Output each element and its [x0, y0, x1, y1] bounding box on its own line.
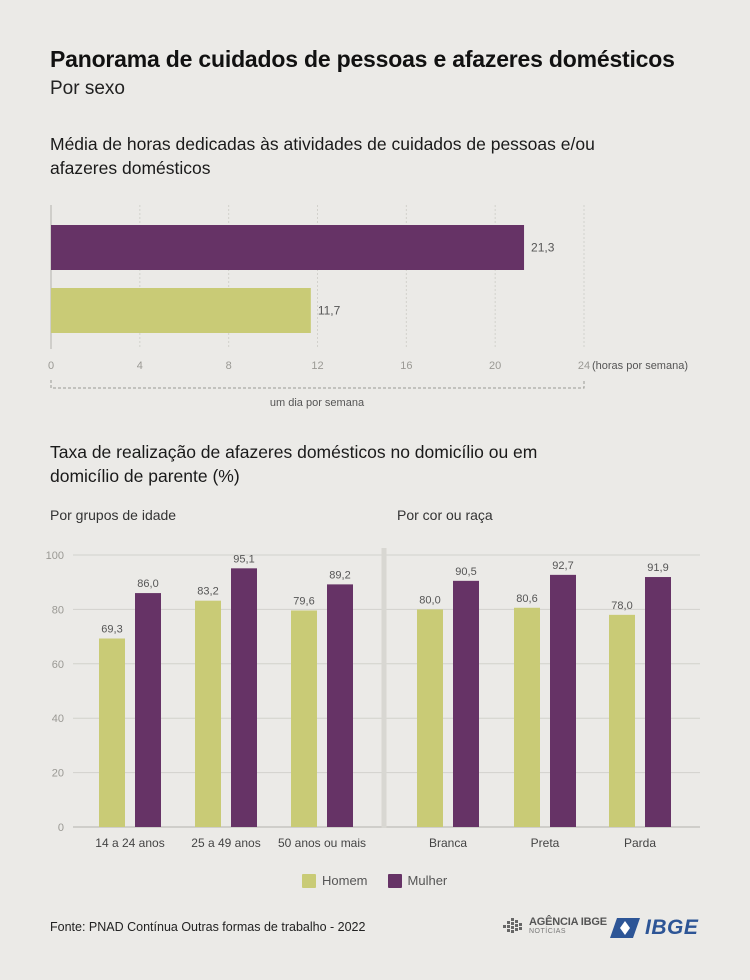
age-bar-value-label: 86,0 — [137, 578, 158, 590]
race-category-label: Branca — [429, 836, 467, 850]
legend-swatch-mulher — [387, 873, 402, 888]
age-bar-value-label: 69,3 — [101, 624, 122, 636]
ibge-logo-icon — [610, 918, 640, 938]
hours-x-unit-label: (horas por semana) — [592, 360, 688, 372]
race-panel-title: Por cor ou raça — [397, 507, 493, 523]
age-bar-mulher — [327, 584, 353, 827]
race-category-label: Parda — [624, 836, 656, 850]
legend: Homem Mulher — [302, 873, 467, 888]
hours-bar-mulher — [51, 225, 525, 270]
hours-bar-homem — [51, 288, 311, 333]
age-bar-homem — [195, 600, 221, 827]
age-bar-mulher — [231, 568, 257, 827]
race-bar-mulher — [453, 580, 479, 827]
race-bar-mulher — [645, 577, 671, 827]
agencia-ibge-logo: AGÊNCIA IBGE NOTÍCIAS — [503, 916, 607, 936]
hours-x-tick-label: 0 — [48, 360, 54, 372]
rate-y-tick-label: 20 — [52, 768, 64, 780]
race-bar-homem — [609, 614, 635, 827]
race-bar-mulher — [550, 574, 576, 827]
hours-bar-value-label: 21,3 — [531, 241, 555, 255]
hours-x-tick-label: 8 — [226, 360, 232, 372]
race-bar-value-label: 80,6 — [516, 593, 537, 605]
legend-label-mulher: Mulher — [407, 873, 448, 888]
agencia-logo-subtext: NOTÍCIAS — [529, 928, 567, 935]
race-bar-value-label: 80,0 — [419, 594, 440, 606]
ibge-logo-text: IBGE — [645, 916, 699, 939]
agencia-logo-icon — [503, 918, 522, 933]
age-bar-homem — [291, 610, 317, 827]
race-bar-homem — [417, 609, 443, 827]
hours-x-tick-label: 16 — [400, 360, 412, 372]
race-bar-value-label: 78,0 — [611, 600, 632, 612]
legend-item-homem: Homem — [302, 873, 368, 888]
one-day-annotation: um dia por semana — [270, 397, 365, 409]
age-bar-mulher — [135, 593, 161, 827]
rate-y-tick-label: 60 — [52, 659, 64, 671]
page-title: Panorama de cuidados de pessoas e afazer… — [50, 46, 675, 72]
age-bar-value-label: 83,2 — [197, 586, 218, 598]
rate-y-tick-label: 100 — [46, 550, 64, 562]
age-bar-value-label: 89,2 — [329, 569, 350, 581]
one-day-bracket — [50, 380, 585, 389]
age-category-label: 14 a 24 anos — [95, 836, 164, 850]
rate-y-tick-label: 0 — [58, 822, 64, 834]
hours-x-tick-label: 24 — [578, 360, 590, 372]
hours-x-tick-label: 20 — [489, 360, 501, 372]
hours-bar-value-label: 11,7 — [318, 304, 341, 318]
race-bar-homem — [514, 607, 540, 827]
legend-item-mulher: Mulher — [387, 873, 448, 888]
age-bar-value-label: 79,6 — [293, 595, 314, 607]
race-bar-value-label: 92,7 — [552, 560, 573, 572]
rate-y-tick-label: 40 — [52, 713, 64, 725]
race-bar-value-label: 90,5 — [455, 566, 476, 578]
ibge-logo: IBGE — [609, 916, 698, 940]
rate-y-tick-label: 80 — [52, 604, 64, 616]
hours-x-tick-label: 12 — [311, 360, 323, 372]
legend-swatch-homem — [302, 873, 316, 888]
legend-label-homem: Homem — [322, 873, 368, 888]
age-category-label: 25 a 49 anos — [191, 836, 260, 850]
page-subtitle: Por sexo — [50, 78, 125, 99]
rate-chart-title: Taxa de realização de afazeres doméstico… — [50, 442, 538, 486]
age-bar-homem — [99, 638, 125, 827]
age-category-label: 50 anos ou mais — [278, 836, 366, 850]
hours-chart-title: Média de horas dedicadas às atividades d… — [50, 134, 595, 178]
age-panel-title: Por grupos de idade — [50, 507, 177, 523]
age-bar-value-label: 95,1 — [233, 553, 254, 565]
source-note: Fonte: PNAD Contínua Outras formas de tr… — [50, 920, 366, 934]
hours-x-tick-label: 4 — [137, 360, 143, 372]
race-category-label: Preta — [531, 836, 560, 850]
agencia-logo-text: AGÊNCIA IBGE — [529, 916, 607, 928]
race-bar-value-label: 91,9 — [647, 562, 668, 574]
